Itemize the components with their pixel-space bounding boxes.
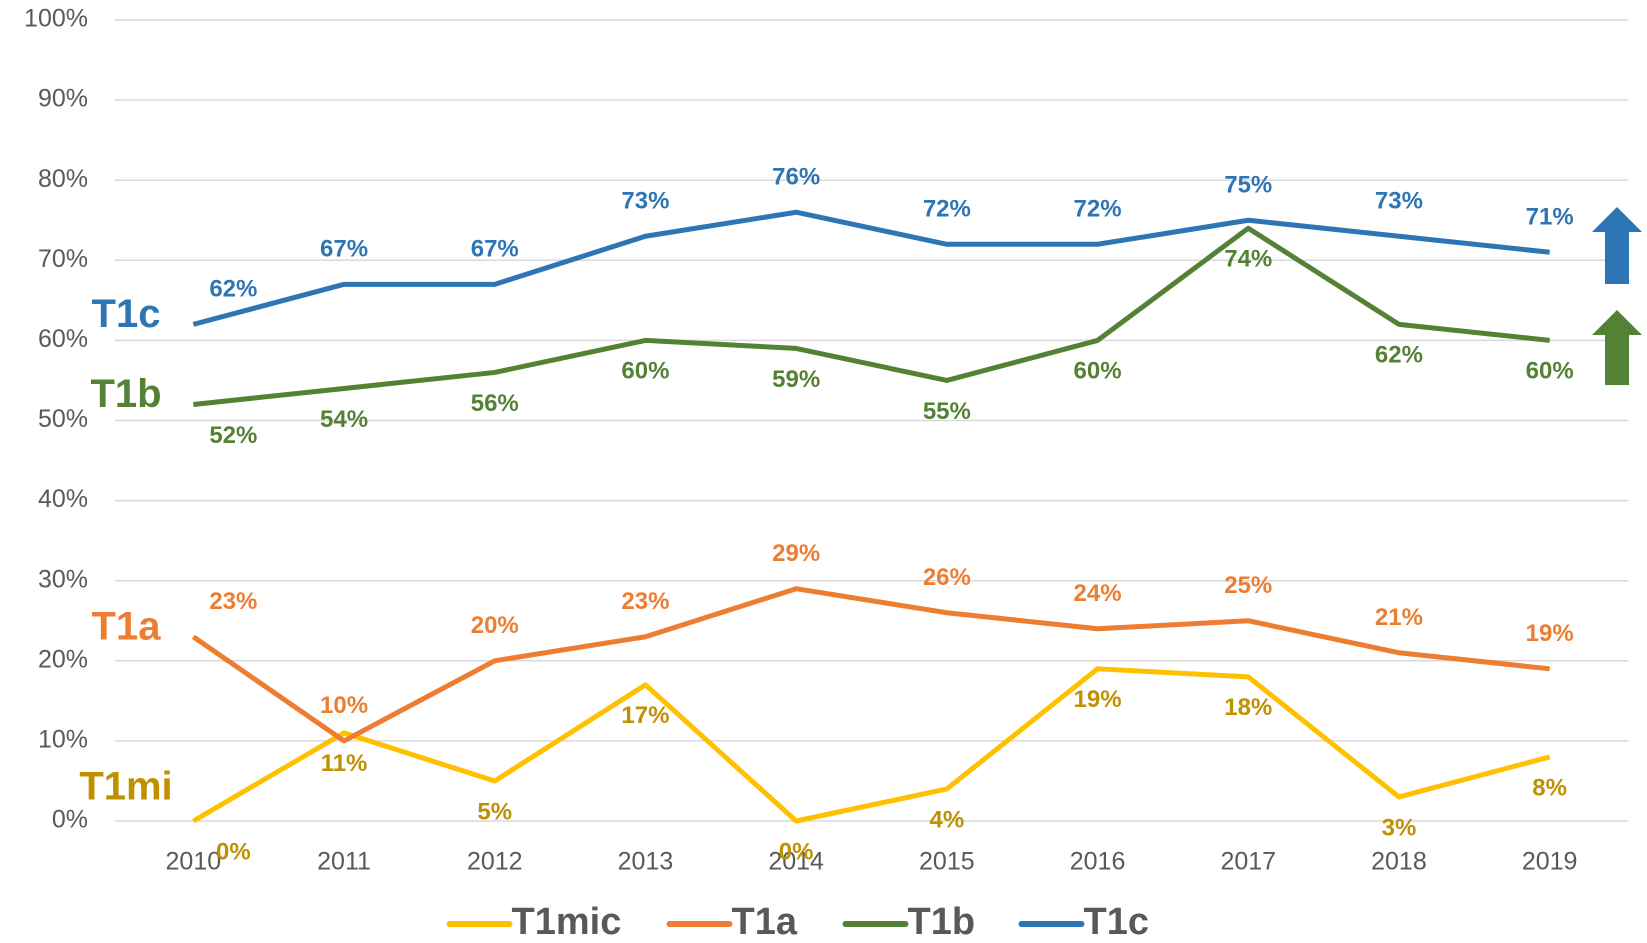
data-label: 62% bbox=[209, 276, 257, 303]
y-tick-label: 80% bbox=[38, 165, 88, 193]
data-label: 4% bbox=[930, 806, 965, 833]
data-label: 62% bbox=[1375, 342, 1423, 369]
y-tick-label: 0% bbox=[52, 806, 88, 834]
series-annotation: T1a bbox=[92, 604, 162, 648]
y-tick-label: 20% bbox=[38, 645, 88, 673]
data-label: 19% bbox=[1526, 620, 1574, 647]
data-label: 23% bbox=[621, 588, 669, 615]
data-label: 67% bbox=[471, 236, 519, 263]
legend-label: T1mic bbox=[512, 901, 622, 943]
series-line bbox=[192, 209, 1550, 327]
data-label: 20% bbox=[471, 612, 519, 639]
y-tick-label: 40% bbox=[38, 485, 88, 513]
up-arrow-blue bbox=[1592, 207, 1642, 284]
series-line bbox=[193, 225, 1550, 407]
data-label: 29% bbox=[772, 540, 820, 567]
series-annotation: T1mi bbox=[79, 765, 172, 809]
data-label: 60% bbox=[1526, 358, 1574, 385]
data-label: 3% bbox=[1382, 814, 1417, 841]
data-label: 60% bbox=[1074, 358, 1122, 385]
data-label: 72% bbox=[1074, 196, 1122, 223]
data-label: 73% bbox=[621, 188, 669, 215]
data-label: 52% bbox=[209, 422, 257, 449]
x-tick-label: 2017 bbox=[1220, 848, 1276, 876]
data-label: 73% bbox=[1375, 188, 1423, 215]
x-tick-label: 2011 bbox=[317, 848, 371, 876]
data-label: 0% bbox=[779, 838, 814, 865]
y-tick-label: 60% bbox=[38, 325, 88, 353]
data-label: 24% bbox=[1074, 580, 1122, 607]
y-tick-label: 10% bbox=[38, 726, 88, 754]
data-label: 67% bbox=[320, 236, 368, 263]
up-arrow-green bbox=[1592, 310, 1642, 385]
data-label: 71% bbox=[1526, 204, 1574, 231]
data-label: 18% bbox=[1224, 694, 1272, 721]
series-annotation: T1b bbox=[90, 372, 161, 416]
data-label: 74% bbox=[1224, 246, 1272, 273]
data-label: 75% bbox=[1224, 172, 1272, 199]
data-label: 0% bbox=[216, 838, 251, 865]
x-tick-label: 2010 bbox=[166, 848, 222, 876]
x-tick-label: 2015 bbox=[919, 848, 975, 876]
y-tick-label: 100% bbox=[24, 5, 88, 33]
x-tick-label: 2014 bbox=[768, 848, 824, 876]
data-label: 10% bbox=[320, 692, 368, 719]
data-label: 60% bbox=[621, 358, 669, 385]
data-label: 19% bbox=[1074, 686, 1122, 713]
data-label: 8% bbox=[1532, 774, 1567, 801]
legend-label: T1a bbox=[732, 901, 798, 943]
series-line bbox=[192, 666, 1551, 824]
x-tick-label: 2018 bbox=[1371, 848, 1427, 876]
y-tick-label: 50% bbox=[38, 405, 88, 433]
legend-label: T1b bbox=[908, 901, 976, 943]
y-tick-label: 90% bbox=[38, 85, 88, 113]
data-label: 21% bbox=[1375, 604, 1423, 631]
data-label: 17% bbox=[621, 702, 669, 729]
data-label: 5% bbox=[477, 798, 512, 825]
legend-label: T1c bbox=[1084, 901, 1149, 943]
x-tick-label: 2016 bbox=[1070, 848, 1126, 876]
data-label: 11% bbox=[321, 750, 368, 777]
data-label: 55% bbox=[923, 398, 971, 425]
data-label: 56% bbox=[471, 390, 519, 417]
data-label: 23% bbox=[209, 588, 257, 615]
y-tick-label: 70% bbox=[38, 245, 88, 273]
x-tick-label: 2013 bbox=[618, 848, 674, 876]
y-tick-label: 30% bbox=[38, 565, 88, 593]
x-tick-label: 2019 bbox=[1522, 848, 1578, 876]
data-label: 54% bbox=[320, 406, 368, 433]
series-line bbox=[191, 586, 1550, 744]
data-label: 72% bbox=[923, 196, 971, 223]
x-tick-label: 2012 bbox=[467, 848, 523, 876]
data-label: 59% bbox=[772, 366, 820, 393]
data-label: 26% bbox=[923, 564, 971, 591]
data-label: 76% bbox=[772, 164, 820, 191]
data-label: 25% bbox=[1224, 572, 1272, 599]
series-annotation: T1c bbox=[92, 292, 161, 336]
